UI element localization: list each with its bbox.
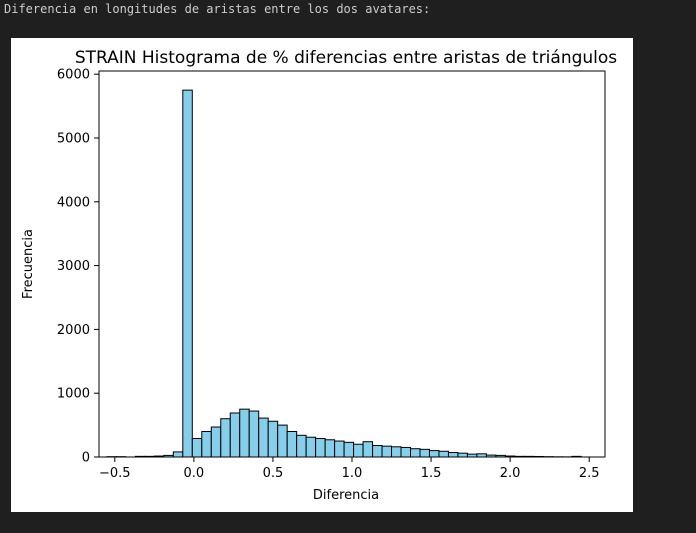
histogram-bar [315,438,326,458]
histogram-bar [305,436,317,458]
histogram-bar [391,446,402,458]
x-tick-label: 1.5 [421,466,442,481]
histogram-bar [286,430,298,458]
histogram-bar [191,438,203,458]
plot-frame [98,70,606,458]
histogram-bar [201,430,212,458]
histogram-bar [381,445,393,458]
histogram-bar [428,450,440,458]
y-tick-label: 2000 [57,323,90,338]
x-tick-label: 2.5 [579,466,600,481]
x-axis-label: Diferencia [313,488,379,503]
y-tick-label: 4000 [57,195,90,210]
histogram-bar [220,418,231,458]
x-tick-label: −0.5 [99,466,131,481]
histogram-bar [182,89,193,458]
histogram-bar [447,452,459,458]
histogram-bar [267,420,279,458]
x-tick-label: 0.5 [263,466,284,481]
y-tick-label: 5000 [57,131,90,146]
histogram-bar [229,412,241,458]
x-tick-label: 0.0 [184,466,205,481]
histogram-bar [248,410,260,458]
histogram-bar [362,441,374,458]
histogram-bar [296,434,307,458]
histogram-bar [324,439,336,458]
figure: STRAIN Histograma de % diferencias entre… [11,38,633,512]
histogram-bar [410,448,421,458]
histogram-bar [210,426,222,458]
histogram-bar [334,440,345,458]
histogram-bar [258,417,269,458]
bars-group [106,89,582,458]
x-ticks-group: −0.5 0.0 0.5 1.0 1.5 2.0 2.5 [99,457,600,481]
histogram-bar [343,441,355,458]
chart-title: STRAIN Histograma de % diferencias entre… [75,48,617,68]
y-tick-label: 1000 [57,387,90,402]
histogram-bar [353,443,364,458]
histogram-bar [239,408,250,458]
histogram-bar [400,446,412,458]
y-tick-label: 0 [82,451,90,466]
y-tick-label: 6000 [57,68,90,83]
console-output-line: Diferencia en longitudes de aristas entr… [4,2,431,16]
histogram-bar [457,452,468,458]
histogram-bar [419,448,430,458]
histogram-bar [277,424,288,458]
y-ticks-group: 0 1000 2000 3000 4000 5000 6000 [57,68,99,466]
histogram-bar [372,445,383,458]
y-axis-label: Frecuencia [21,229,36,299]
histogram-chart: STRAIN Histograma de % diferencias entre… [21,48,617,503]
x-tick-label: 2.0 [500,466,521,481]
y-tick-label: 3000 [57,259,90,274]
histogram-bar [438,450,449,458]
x-tick-label: 1.0 [342,466,363,481]
histogram-bar [172,451,184,458]
